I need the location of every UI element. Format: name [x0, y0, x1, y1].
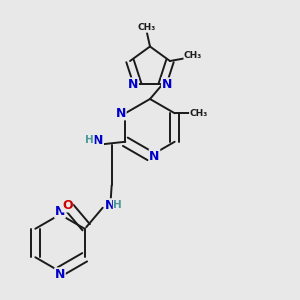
Text: CH₃: CH₃: [138, 23, 156, 32]
Text: CH₃: CH₃: [184, 51, 202, 60]
Text: N: N: [128, 78, 138, 91]
Text: N: N: [116, 107, 126, 120]
Text: O: O: [62, 199, 73, 212]
Text: H: H: [113, 200, 122, 210]
Text: H: H: [85, 135, 94, 145]
Text: N: N: [55, 268, 65, 281]
Text: N: N: [162, 78, 172, 91]
Text: CH₃: CH₃: [190, 109, 208, 118]
Text: N: N: [55, 205, 65, 218]
Text: N: N: [93, 134, 104, 147]
Text: N: N: [149, 149, 160, 163]
Text: N: N: [105, 199, 116, 212]
